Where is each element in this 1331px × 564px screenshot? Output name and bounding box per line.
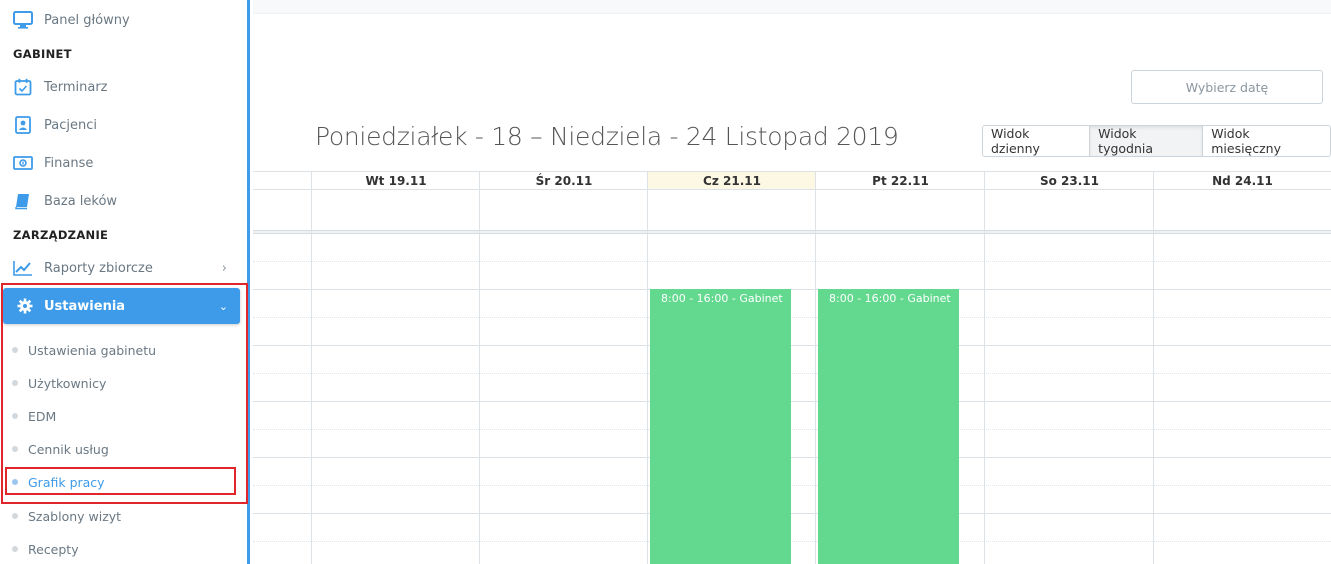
slot-line xyxy=(253,541,1331,542)
sidebar-subitem-label: Recepty xyxy=(28,541,79,557)
sidebar: Panel główny GABINET Terminarz Pacjenci … xyxy=(0,0,250,564)
sidebar-item-calendar[interactable]: Terminarz xyxy=(0,72,247,102)
column-line xyxy=(647,171,648,564)
sidebar-item-label: Pacjenci xyxy=(44,117,97,133)
bullet-icon xyxy=(12,446,18,452)
calendar-icon xyxy=(13,77,33,97)
sidebar-subitem-label: Szablony wizyt xyxy=(28,508,122,524)
sidebar-item-finance[interactable]: Finanse xyxy=(0,148,247,178)
chart-line-icon xyxy=(13,258,33,278)
sidebar-subitem-visit-templates[interactable]: Szablony wizyt xyxy=(0,502,240,530)
slot-line xyxy=(253,513,1331,514)
sidebar-item-reports[interactable]: Raporty zbiorcze › xyxy=(0,253,247,283)
slot-line xyxy=(253,429,1331,430)
slot-line xyxy=(253,317,1331,318)
slot-line xyxy=(253,289,1331,290)
book-icon xyxy=(13,191,33,211)
bullet-icon xyxy=(12,380,18,386)
view-month-button[interactable]: Widok miesięczny xyxy=(1202,126,1330,156)
view-switcher: Widok dzienny Widok tygodnia Widok miesi… xyxy=(982,125,1331,157)
sidebar-subitem-label: Grafik pracy xyxy=(28,474,105,490)
chevron-down-icon: ⌄ xyxy=(218,299,228,313)
slot-line xyxy=(253,401,1331,402)
sidebar-item-label: Finanse xyxy=(44,155,94,171)
bullet-icon xyxy=(12,413,18,419)
sidebar-subitem-users[interactable]: Użytkownicy xyxy=(0,369,240,397)
sidebar-subitem-work-schedule[interactable]: Grafik pracy xyxy=(0,468,240,496)
slot-line xyxy=(253,261,1331,262)
sidebar-subitem-office-settings[interactable]: Ustawienia gabinetu xyxy=(0,336,240,364)
chevron-right-icon: › xyxy=(221,260,227,276)
slot-line xyxy=(253,345,1331,346)
patient-card-icon xyxy=(13,115,33,135)
day-header[interactable]: Śr 20.11 xyxy=(480,171,648,190)
view-week-button[interactable]: Widok tygodnia xyxy=(1089,126,1203,156)
week-calendar: Wt 19.11 Śr 20.11 Cz 21.11 Pt 22.11 So 2… xyxy=(253,171,1331,564)
day-header[interactable]: Nd 24.11 xyxy=(1154,171,1331,190)
sidebar-subitem-label: Użytkownicy xyxy=(28,375,107,391)
day-header[interactable]: So 23.11 xyxy=(985,171,1154,190)
column-line xyxy=(1153,171,1154,564)
sidebar-item-label: Raporty zbiorcze xyxy=(44,260,153,276)
schedule-event[interactable]: 8:00 - 16:00 - Gabinet xyxy=(818,289,959,564)
sidebar-item-patients[interactable]: Pacjenci xyxy=(0,110,247,140)
bullet-icon xyxy=(12,546,18,552)
slot-line xyxy=(253,485,1331,486)
sidebar-item-drugs[interactable]: Baza leków xyxy=(0,186,247,216)
day-header[interactable]: Wt 19.11 xyxy=(312,171,480,190)
section-header-office: GABINET xyxy=(13,47,72,61)
sidebar-item-label: Baza leków xyxy=(44,193,118,209)
date-picker-input[interactable]: Wybierz datę xyxy=(1131,70,1323,104)
section-header-manage: ZARZĄDZANIE xyxy=(13,228,109,242)
slot-line xyxy=(253,457,1331,458)
sidebar-item-settings[interactable]: Ustawienia ⌄ xyxy=(3,288,240,324)
bullet-icon xyxy=(12,347,18,353)
sidebar-subitem-label: Cennik usług xyxy=(28,441,109,457)
sidebar-item-label: Terminarz xyxy=(44,79,108,95)
page-title: Poniedziałek - 18 – Niedziela - 24 Listo… xyxy=(315,122,899,151)
column-line xyxy=(479,171,480,564)
sidebar-item-label: Panel główny xyxy=(44,12,130,28)
sidebar-subitem-prescriptions[interactable]: Recepty xyxy=(0,535,240,563)
sidebar-subitem-edm[interactable]: EDM xyxy=(0,402,240,430)
slot-line xyxy=(253,373,1331,374)
money-icon xyxy=(13,153,33,173)
schedule-event[interactable]: 8:00 - 16:00 - Gabinet xyxy=(650,289,791,564)
time-gutter-header xyxy=(253,171,312,190)
sidebar-item-label: Ustawienia xyxy=(44,298,126,314)
column-line xyxy=(984,171,985,564)
view-day-button[interactable]: Widok dzienny xyxy=(983,126,1090,156)
monitor-icon xyxy=(13,10,33,30)
bullet-icon xyxy=(12,479,18,485)
top-bar xyxy=(253,0,1331,14)
day-header-today[interactable]: Cz 21.11 xyxy=(648,171,816,190)
day-header[interactable]: Pt 22.11 xyxy=(816,171,985,190)
column-line xyxy=(311,171,312,564)
gear-icon xyxy=(15,296,35,316)
sidebar-subitem-label: EDM xyxy=(28,408,57,424)
bullet-icon xyxy=(12,513,18,519)
sidebar-item-dashboard[interactable]: Panel główny xyxy=(0,5,247,35)
sidebar-subitem-label: Ustawienia gabinetu xyxy=(28,342,157,358)
column-line xyxy=(815,171,816,564)
sidebar-subitem-pricelist[interactable]: Cennik usług xyxy=(0,435,240,463)
allday-separator xyxy=(253,230,1331,234)
